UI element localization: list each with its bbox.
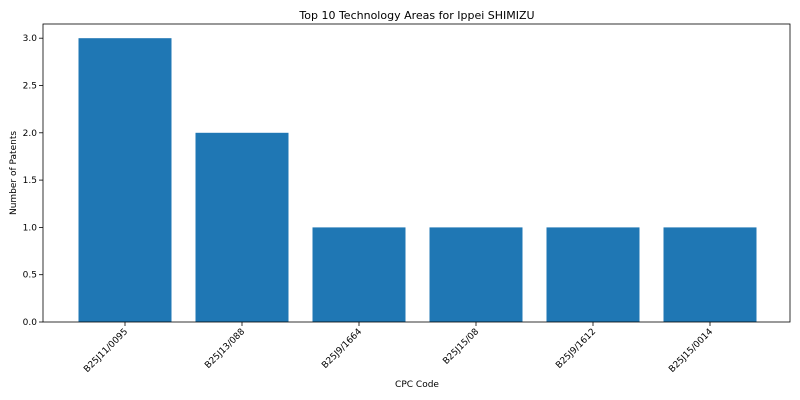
x-axis-label: CPC Code — [395, 380, 439, 390]
bar — [196, 133, 289, 322]
x-tick-label: B25J9/1612 — [554, 327, 598, 371]
y-tick-label: 2.5 — [23, 81, 37, 91]
y-tick-label: 2.0 — [23, 129, 38, 139]
x-axis: B25J11/0095 B25J13/088 B25J9/1664 B25J15/08… — [82, 322, 715, 375]
y-tick-label: 1.5 — [23, 176, 37, 186]
y-tick-label: 0.5 — [23, 271, 37, 281]
y-tick-label: 1.0 — [23, 223, 38, 233]
x-tick-label: B25J15/08 — [441, 327, 481, 367]
y-tick-label: 3.0 — [23, 34, 38, 44]
bar — [547, 227, 640, 322]
bar — [664, 227, 757, 322]
x-tick-label: B25J15/0014 — [667, 327, 715, 375]
chart-title: Top 10 Technology Areas for Ippei SHIMIZ… — [298, 9, 534, 22]
x-tick-label: B25J11/0095 — [82, 327, 130, 375]
y-axis: 0.0 0.5 1.0 1.5 2.0 2.5 3.0 — [23, 34, 43, 328]
y-tick-label: 0.0 — [23, 318, 38, 328]
bar — [430, 227, 523, 322]
y-axis-label: Number of Patents — [9, 131, 19, 215]
bars-group — [79, 38, 757, 322]
x-tick-label: B25J13/088 — [203, 327, 247, 371]
x-tick-label: B25J9/1664 — [320, 327, 364, 371]
bar — [79, 38, 172, 322]
bar — [313, 227, 406, 322]
